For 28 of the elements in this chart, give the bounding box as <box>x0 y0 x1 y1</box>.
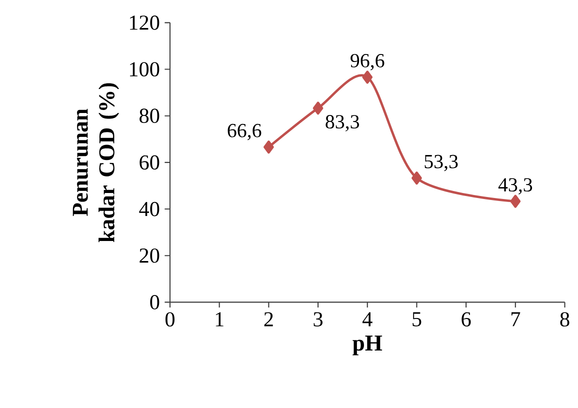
x-tick-label: 1 <box>216 312 224 326</box>
y-tick-label: 60 <box>140 155 160 170</box>
x-tick-label: 5 <box>412 312 422 326</box>
data-label: 66,6 <box>228 124 262 140</box>
y-tick-label: 40 <box>139 202 160 216</box>
point <box>362 70 373 84</box>
x-tick-label: 3 <box>314 312 323 326</box>
x-tick-label: 7 <box>512 312 520 326</box>
data-label: 53,3 <box>424 154 458 172</box>
data-label: 83,3 <box>326 115 360 132</box>
y-tick-label: 20 <box>140 248 160 263</box>
y-tick-label: 0 <box>150 295 160 310</box>
point <box>510 194 521 208</box>
y-tick-label: 120 <box>130 16 160 30</box>
x-axis-title: pH <box>352 336 382 356</box>
x-tick-label: 8 <box>560 312 570 327</box>
x-tick-label: 6 <box>462 312 471 326</box>
y-axis-title: Penurunan kadar COD (%) <box>72 83 120 242</box>
data-label: 96,6 <box>350 54 384 70</box>
x-tick-label: 0 <box>166 312 174 327</box>
y-tick-label: 100 <box>130 62 160 76</box>
y-tick-label: 80 <box>140 108 160 124</box>
x-tick-label: 4 <box>362 312 372 326</box>
x-tick-label: 2 <box>264 312 273 326</box>
point <box>264 140 274 154</box>
data-label: 43,3 <box>498 178 532 194</box>
point <box>412 172 422 185</box>
point <box>312 102 324 115</box>
